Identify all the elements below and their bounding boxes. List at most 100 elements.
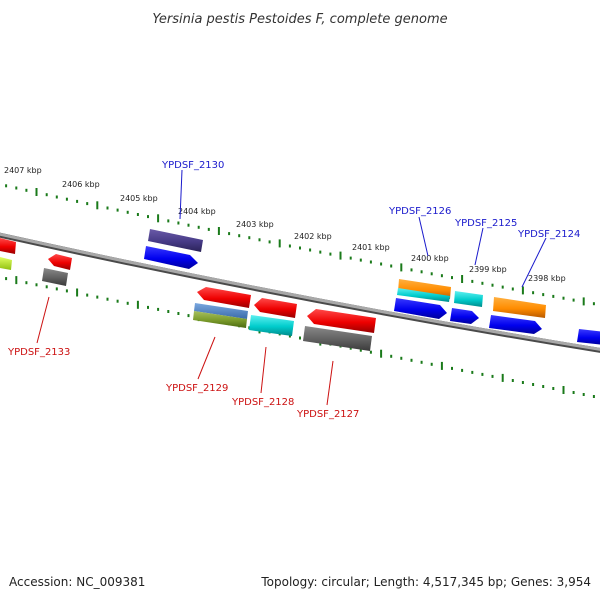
leader-line [179, 169, 183, 220]
gene-label-forward[interactable]: YPDSF_2125 [454, 218, 517, 229]
ruler-minor-tick [420, 270, 423, 274]
ruler-minor-tick [76, 199, 79, 203]
gene-arrow-navy[interactable] [148, 229, 203, 252]
kbp-label: 2400 kbp [411, 254, 449, 263]
gene-label-forward[interactable]: YPDSF_2130 [161, 160, 224, 171]
gene-label-reverse[interactable]: YPDSF_2128 [231, 397, 294, 408]
ruler-minor-tick [167, 219, 170, 223]
ruler-minor-tick [532, 291, 535, 295]
ruler-major-tick [15, 276, 18, 285]
ruler-minor-tick [157, 307, 160, 311]
ruler-minor-tick [471, 370, 474, 374]
ruler-minor-tick [309, 248, 312, 252]
ruler-minor-tick [481, 372, 484, 376]
ruler-minor-tick [471, 279, 474, 283]
ruler-minor-tick [542, 293, 545, 297]
gene-arrow-red[interactable] [307, 309, 376, 333]
leader-line [36, 296, 50, 344]
genome-summary-text: Topology: circular; Length: 4,517,345 bp… [260, 575, 591, 589]
ruler-minor-tick [106, 206, 109, 210]
ruler-minor-tick [126, 301, 129, 305]
ruler-minor-tick [572, 391, 575, 394]
ruler-minor-tick [299, 246, 301, 250]
gene-arrow-red[interactable] [48, 254, 72, 270]
outer-ruler-ticks [5, 184, 595, 306]
leader-line [521, 237, 547, 288]
ruler-minor-tick [288, 334, 291, 338]
ruler-minor-tick [369, 260, 372, 264]
ruler-minor-tick [177, 221, 180, 225]
ruler-minor-tick [258, 238, 261, 242]
ruler-minor-tick [491, 283, 494, 287]
ruler-minor-tick [572, 298, 575, 302]
reverse-genes [0, 238, 376, 351]
leader-line [197, 336, 216, 380]
ruler-minor-tick [582, 393, 585, 396]
gene-arrow-blue[interactable] [450, 308, 479, 324]
gene-arrow-red[interactable] [0, 238, 16, 254]
gene-arrow-cyan[interactable] [249, 315, 294, 336]
ruler-major-tick [76, 288, 79, 297]
kbp-label: 2404 kbp [178, 207, 216, 216]
ruler-minor-tick [35, 283, 38, 287]
ruler-minor-tick [532, 383, 535, 386]
map-title: Yersinia pestis Pestoides F, complete ge… [152, 12, 447, 27]
gene-label-reverse[interactable]: YPDSF_2133 [7, 347, 70, 358]
ruler-minor-tick [562, 296, 565, 300]
ruler-minor-tick [461, 368, 464, 372]
gene-arrow-steel[interactable] [194, 303, 248, 319]
gene-arrow-blue[interactable] [394, 298, 447, 319]
ruler-minor-tick [359, 258, 362, 262]
genome-backbone [0, 232, 600, 351]
accession-text: Accession: NC_009381 [9, 575, 145, 589]
ruler-minor-tick [592, 302, 595, 306]
gene-arrow-red[interactable] [197, 287, 251, 308]
gene-label-forward[interactable]: YPDSF_2124 [517, 229, 580, 240]
ruler-minor-tick [116, 299, 119, 303]
ruler-minor-tick [349, 346, 352, 350]
ruler-minor-tick [501, 285, 504, 289]
ruler-minor-tick [187, 223, 190, 227]
gene-arrow-blue[interactable] [144, 246, 198, 269]
ruler-minor-tick [126, 210, 129, 214]
leader-line [326, 360, 334, 406]
ruler-major-tick [35, 188, 38, 196]
ruler-minor-tick [15, 186, 18, 190]
gene-arrow-orange[interactable] [493, 297, 546, 318]
ruler-major-tick [501, 373, 504, 382]
ruler-minor-tick [55, 195, 58, 199]
ruler-major-tick [96, 201, 99, 210]
ruler-minor-tick [390, 354, 393, 358]
gene-label-reverse[interactable]: YPDSF_2127 [296, 409, 359, 420]
gene-arrow-red[interactable] [254, 298, 297, 318]
ruler-major-tick [461, 275, 464, 283]
ruler-major-tick [278, 239, 281, 248]
ruler-minor-tick [451, 366, 453, 370]
ruler-minor-tick [25, 281, 28, 285]
ruler-minor-tick [359, 348, 362, 352]
ruler-minor-tick [592, 395, 595, 398]
gene-arrow-orange[interactable] [398, 279, 451, 299]
ruler-major-tick [400, 263, 403, 272]
gene-label-forward[interactable]: YPDSF_2126 [388, 206, 451, 217]
gene-label-reverse[interactable]: YPDSF_2129 [165, 383, 228, 394]
gene-arrow-blue[interactable] [489, 315, 542, 334]
ruler-minor-tick [288, 244, 291, 248]
gene-labels: YPDSF_2130 YPDSF_2126 YPDSF_2125 YPDSF_2… [7, 160, 580, 420]
kbp-label: 2401 kbp [352, 243, 390, 252]
ruler-minor-tick [369, 350, 372, 354]
ruler-minor-tick [65, 197, 68, 201]
ruler-minor-tick [228, 232, 231, 236]
ruler-minor-tick [197, 225, 200, 229]
gene-arrow-gray[interactable] [303, 326, 372, 351]
gene-arrow-olive[interactable] [193, 311, 247, 328]
gene-arrow-cyan[interactable] [454, 291, 483, 307]
ruler-minor-tick [238, 234, 241, 238]
gene-arrow-blue[interactable] [577, 329, 600, 345]
ruler-major-tick [217, 227, 220, 235]
ruler-minor-tick [552, 387, 555, 390]
gene-arrow-lime[interactable] [0, 257, 12, 270]
leader-line [474, 227, 484, 266]
gene-arrow-cyan[interactable] [397, 288, 450, 302]
gene-arrow-gray[interactable] [42, 268, 68, 286]
